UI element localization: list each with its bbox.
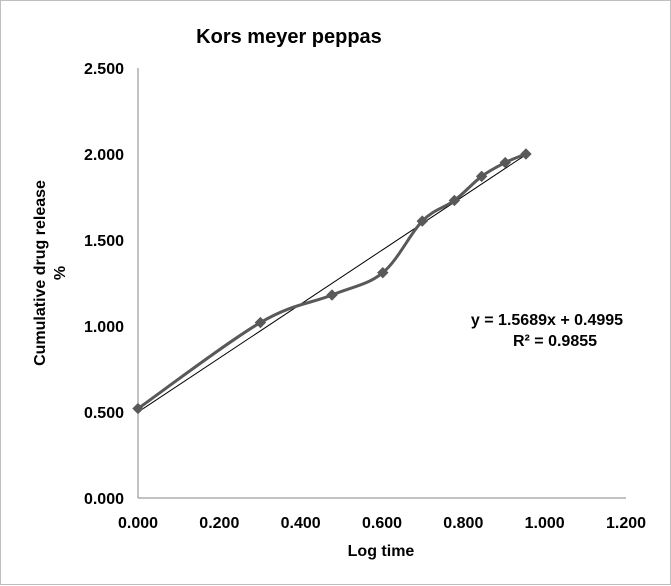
x-tick-labels: 0.000 0.200 0.400 0.600 0.800 1.000 1.200 xyxy=(118,515,646,532)
x-tick-label: 0.400 xyxy=(281,515,321,532)
trendline xyxy=(137,154,527,413)
data-point xyxy=(132,402,144,415)
data-point xyxy=(416,215,428,227)
x-tick-label: 1.000 xyxy=(525,515,565,532)
axes xyxy=(137,68,626,499)
trendline-group xyxy=(137,154,527,413)
data-point xyxy=(499,156,511,169)
chart-title: Kors meyer peppas xyxy=(196,26,382,48)
data-point xyxy=(448,194,461,207)
series-group xyxy=(132,148,532,415)
x-tick-label: 0.800 xyxy=(443,515,483,532)
x-tick-label: 1.200 xyxy=(606,515,646,532)
y-tick-label: 1.500 xyxy=(84,233,124,250)
data-point xyxy=(326,289,338,301)
regression-equation: y = 1.5689x + 0.4995 xyxy=(471,312,623,329)
series-line xyxy=(137,152,527,410)
y-axis-title-group: Cumulative drug release % xyxy=(32,180,69,366)
x-tick-label: 0.600 xyxy=(362,515,402,532)
y-axis-title-line1: Cumulative drug release xyxy=(32,180,49,366)
r-squared-label: R² = 0.9855 xyxy=(513,333,597,350)
y-tick-label: 0.000 xyxy=(84,491,124,508)
y-tick-label: 0.500 xyxy=(84,405,124,422)
y-tick-label: 2.500 xyxy=(84,61,124,78)
y-tick-label: 2.000 xyxy=(84,147,124,164)
x-tick-label: 0.000 xyxy=(118,515,158,532)
data-point xyxy=(520,148,532,160)
x-tick-label: 0.200 xyxy=(199,515,239,532)
y-tick-labels: 0.000 0.500 1.000 1.500 2.000 2.500 xyxy=(84,61,124,508)
y-tick-label: 1.000 xyxy=(84,319,124,336)
data-point xyxy=(377,266,389,279)
y-axis-title-line2: % xyxy=(52,266,69,280)
data-point xyxy=(475,170,488,183)
x-axis-title: Log time xyxy=(348,543,415,560)
data-point xyxy=(254,316,267,329)
